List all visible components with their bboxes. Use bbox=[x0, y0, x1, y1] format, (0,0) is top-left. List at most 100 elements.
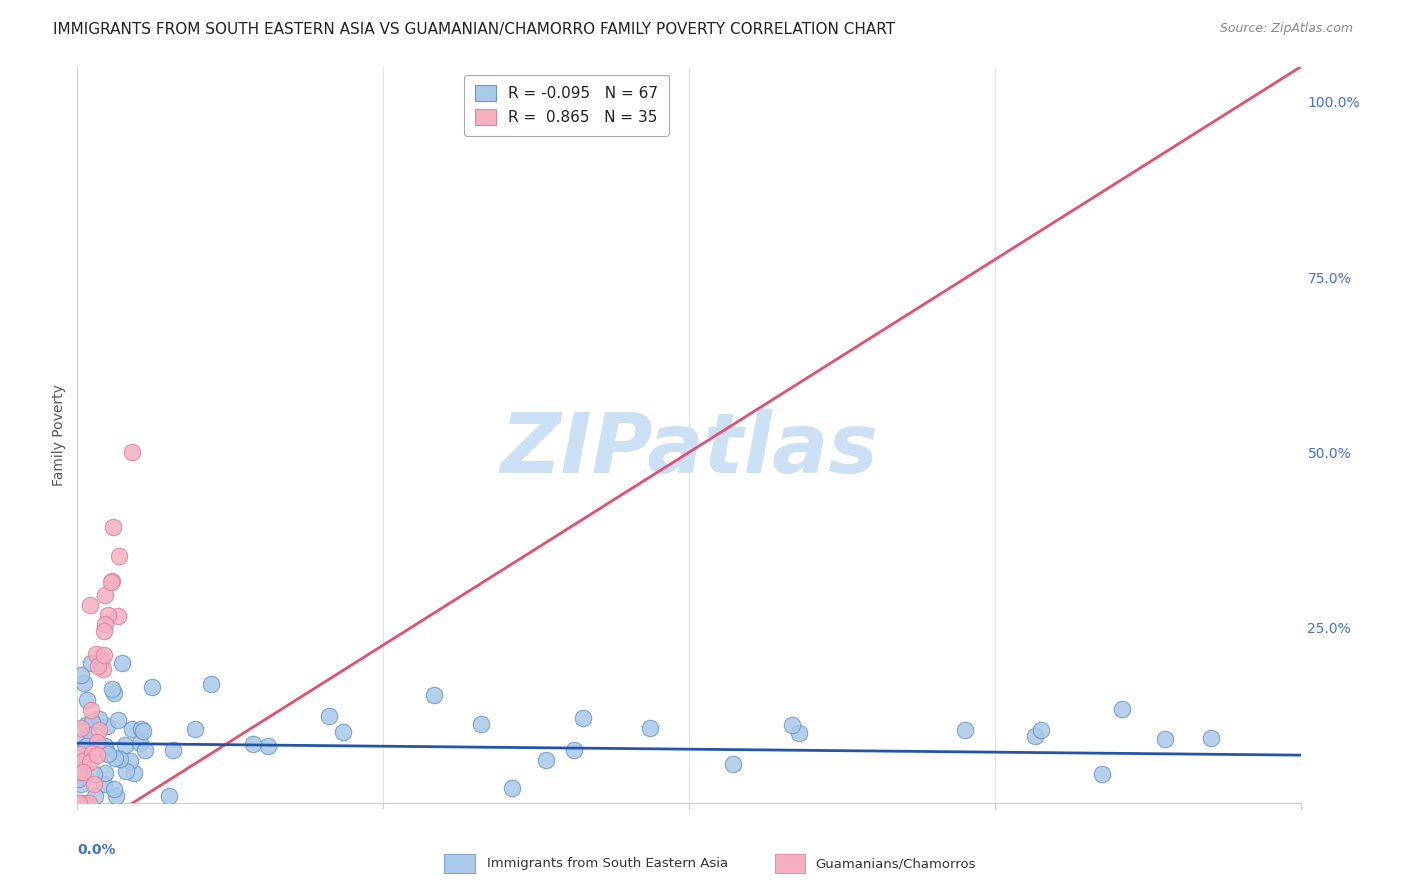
Point bbox=[1111, 701, 1133, 715]
Point bbox=[141, 680, 163, 694]
Point bbox=[132, 723, 155, 738]
Point bbox=[100, 574, 122, 589]
Point bbox=[87, 712, 110, 726]
Point bbox=[67, 765, 90, 780]
Point bbox=[562, 743, 585, 757]
Point bbox=[103, 686, 125, 700]
Point bbox=[79, 656, 101, 670]
Point bbox=[789, 725, 811, 739]
Text: 0.0%: 0.0% bbox=[77, 843, 115, 857]
Point bbox=[318, 708, 340, 723]
Point bbox=[101, 574, 124, 588]
Point bbox=[89, 656, 111, 670]
Point bbox=[93, 648, 115, 662]
Point bbox=[79, 755, 101, 769]
Legend: R = -0.095   N = 67, R =  0.865   N = 35: R = -0.095 N = 67, R = 0.865 N = 35 bbox=[464, 75, 669, 136]
Point bbox=[183, 722, 205, 736]
Point bbox=[423, 689, 446, 703]
Point bbox=[94, 588, 117, 602]
FancyBboxPatch shape bbox=[444, 855, 475, 872]
Point bbox=[108, 549, 131, 564]
Point bbox=[75, 796, 97, 810]
Text: IMMIGRANTS FROM SOUTH EASTERN ASIA VS GUAMANIAN/CHAMORRO FAMILY POVERTY CORRELAT: IMMIGRANTS FROM SOUTH EASTERN ASIA VS GU… bbox=[53, 22, 896, 37]
Point bbox=[101, 681, 124, 696]
Point bbox=[67, 761, 90, 775]
Point bbox=[80, 714, 103, 729]
Point bbox=[93, 777, 115, 791]
Point bbox=[67, 796, 90, 810]
Point bbox=[572, 711, 595, 725]
Point bbox=[120, 755, 142, 769]
Point bbox=[67, 796, 90, 810]
Point bbox=[83, 766, 105, 780]
Point bbox=[79, 598, 101, 612]
Point bbox=[640, 721, 662, 735]
Point bbox=[97, 607, 120, 622]
Point bbox=[72, 796, 94, 810]
Point bbox=[200, 677, 222, 691]
Point bbox=[70, 721, 93, 735]
Point bbox=[1091, 767, 1114, 781]
Point bbox=[131, 722, 153, 736]
Point bbox=[83, 777, 105, 791]
Point bbox=[97, 747, 120, 761]
Point bbox=[94, 739, 117, 753]
Point bbox=[107, 713, 129, 727]
Point bbox=[121, 445, 143, 459]
Point bbox=[104, 751, 127, 765]
Text: Immigrants from South Eastern Asia: Immigrants from South Eastern Asia bbox=[486, 857, 728, 871]
Point bbox=[104, 789, 127, 803]
Text: Guamanians/Chamorros: Guamanians/Chamorros bbox=[815, 857, 976, 871]
Point bbox=[76, 693, 98, 707]
Point bbox=[67, 772, 90, 786]
Point bbox=[1199, 731, 1222, 745]
Point bbox=[1024, 729, 1046, 743]
Point bbox=[75, 718, 97, 732]
Point bbox=[502, 780, 524, 795]
Point bbox=[721, 757, 744, 772]
Point bbox=[534, 753, 557, 767]
Point bbox=[242, 737, 264, 751]
Point bbox=[332, 725, 354, 739]
Point bbox=[72, 754, 94, 768]
Point bbox=[73, 675, 96, 690]
Point bbox=[128, 736, 150, 750]
Text: ZIPatlas: ZIPatlas bbox=[501, 409, 877, 490]
Point bbox=[121, 723, 143, 737]
Point bbox=[72, 765, 94, 780]
Point bbox=[780, 718, 803, 732]
Point bbox=[107, 608, 129, 623]
Point bbox=[157, 789, 180, 803]
Point bbox=[134, 742, 156, 756]
Point bbox=[122, 766, 145, 780]
Point bbox=[80, 728, 103, 742]
Point bbox=[72, 732, 94, 747]
Point bbox=[67, 772, 90, 786]
Point bbox=[470, 717, 492, 731]
Point bbox=[114, 738, 136, 752]
Point bbox=[84, 789, 107, 803]
FancyBboxPatch shape bbox=[775, 855, 806, 872]
Point bbox=[75, 739, 97, 754]
Point bbox=[87, 658, 110, 673]
Point bbox=[93, 617, 115, 632]
Point bbox=[70, 796, 93, 810]
Point bbox=[103, 781, 125, 796]
Point bbox=[94, 766, 117, 780]
Y-axis label: Family Poverty: Family Poverty bbox=[52, 384, 66, 486]
Text: Source: ZipAtlas.com: Source: ZipAtlas.com bbox=[1219, 22, 1353, 36]
Point bbox=[80, 703, 103, 717]
Point bbox=[86, 735, 108, 749]
Point bbox=[69, 747, 91, 761]
Point bbox=[91, 662, 114, 676]
Point bbox=[70, 777, 93, 791]
Point bbox=[115, 764, 138, 778]
Point bbox=[82, 746, 104, 760]
Point bbox=[90, 650, 112, 665]
Point bbox=[101, 520, 124, 534]
Point bbox=[87, 723, 110, 737]
Point bbox=[72, 757, 94, 772]
Point bbox=[1154, 731, 1177, 746]
Point bbox=[96, 719, 118, 733]
Point bbox=[70, 668, 93, 682]
